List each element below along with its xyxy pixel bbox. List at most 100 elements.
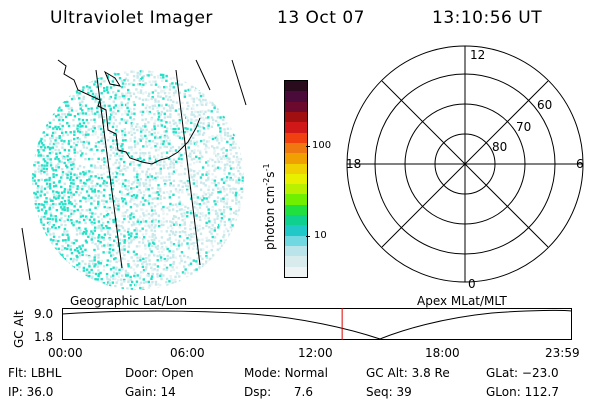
intensity-pixel (123, 278, 126, 282)
intensity-pixel (120, 274, 124, 277)
intensity-pixel (231, 142, 235, 146)
intensity-pixel (223, 172, 226, 176)
intensity-pixel (45, 167, 48, 171)
intensity-pixel (180, 161, 183, 164)
intensity-pixel (81, 250, 84, 253)
intensity-pixel (64, 131, 68, 134)
intensity-pixel (96, 166, 99, 170)
intensity-pixel (129, 116, 132, 119)
intensity-pixel (94, 212, 97, 216)
intensity-pixel (210, 181, 214, 185)
intensity-pixel (32, 70, 35, 73)
intensity-pixel (184, 268, 187, 271)
intensity-pixel (108, 175, 111, 179)
intensity-pixel (32, 77, 34, 81)
intensity-pixel (162, 151, 165, 154)
intensity-pixel (201, 268, 205, 271)
intensity-pixel (165, 259, 169, 262)
intensity-pixel (82, 143, 85, 147)
intensity-pixel (66, 176, 69, 179)
intensity-pixel (154, 100, 157, 103)
intensity-pixel (100, 92, 103, 95)
intensity-pixel (76, 73, 79, 76)
intensity-pixel (123, 253, 126, 257)
intensity-pixel (75, 173, 78, 177)
intensity-pixel (73, 205, 76, 208)
intensity-pixel (156, 197, 159, 200)
intensity-pixel (42, 154, 45, 158)
intensity-pixel (61, 155, 64, 158)
intensity-pixel (85, 190, 89, 193)
intensity-pixel (177, 127, 180, 130)
intensity-pixel (93, 218, 96, 221)
intensity-pixel (163, 160, 166, 164)
intensity-pixel (130, 256, 133, 259)
intensity-pixel (70, 268, 74, 272)
intensity-pixel (70, 281, 74, 285)
intensity-pixel (126, 73, 129, 76)
intensity-pixel (219, 89, 223, 93)
intensity-pixel (94, 112, 97, 115)
intensity-pixel (225, 250, 228, 254)
intensity-pixel (109, 275, 113, 278)
intensity-pixel (58, 118, 61, 122)
intensity-pixel (87, 107, 90, 111)
intensity-pixel (219, 97, 222, 100)
intensity-pixel (208, 257, 212, 261)
intensity-pixel (129, 235, 133, 238)
intensity-pixel (145, 185, 148, 188)
intensity-pixel (150, 277, 153, 280)
intensity-pixel (156, 142, 159, 145)
intensity-pixel (226, 131, 230, 135)
intensity-pixel (121, 143, 124, 146)
intensity-pixel (93, 265, 96, 268)
intensity-pixel (40, 131, 43, 134)
intensity-pixel (207, 239, 211, 242)
intensity-pixel (112, 239, 116, 242)
intensity-pixel (174, 275, 177, 279)
intensity-pixel (67, 262, 71, 265)
intensity-pixel (243, 287, 244, 290)
intensity-pixel (85, 280, 88, 283)
intensity-pixel (32, 259, 33, 263)
intensity-pixel (168, 280, 171, 283)
intensity-pixel (115, 281, 118, 284)
intensity-pixel (103, 160, 106, 163)
intensity-pixel (52, 281, 55, 285)
intensity-pixel (226, 248, 229, 251)
intensity-pixel (84, 197, 87, 200)
intensity-pixel (180, 251, 184, 254)
intensity-pixel (37, 209, 40, 212)
intensity-pixel (118, 142, 122, 145)
intensity-pixel (217, 142, 221, 145)
intensity-pixel (205, 245, 208, 249)
intensity-pixel (91, 112, 95, 116)
intensity-pixel (159, 163, 162, 167)
intensity-pixel (100, 224, 103, 227)
intensity-pixel (75, 77, 79, 80)
intensity-pixel (169, 224, 173, 227)
colorbar-band (285, 132, 307, 143)
intensity-pixel (127, 236, 131, 240)
intensity-pixel (36, 206, 40, 209)
intensity-pixel (210, 229, 214, 232)
intensity-pixel (78, 85, 81, 88)
intensity-pixel (111, 139, 115, 142)
intensity-pixel (108, 217, 112, 221)
intensity-pixel (220, 178, 224, 181)
intensity-pixel (153, 76, 156, 79)
intensity-pixel (70, 182, 73, 185)
intensity-pixel (148, 154, 152, 158)
intensity-pixel (32, 202, 35, 206)
intensity-pixel (111, 190, 114, 194)
intensity-pixel (244, 249, 246, 251)
intensity-pixel (33, 154, 36, 157)
intensity-pixel (219, 82, 223, 86)
intensity-pixel (66, 275, 69, 278)
intensity-pixel (157, 136, 160, 140)
intensity-pixel (216, 187, 220, 190)
intensity-pixel (63, 161, 66, 165)
intensity-pixel (240, 104, 243, 108)
intensity-pixel (207, 191, 210, 195)
intensity-pixel (166, 109, 169, 112)
